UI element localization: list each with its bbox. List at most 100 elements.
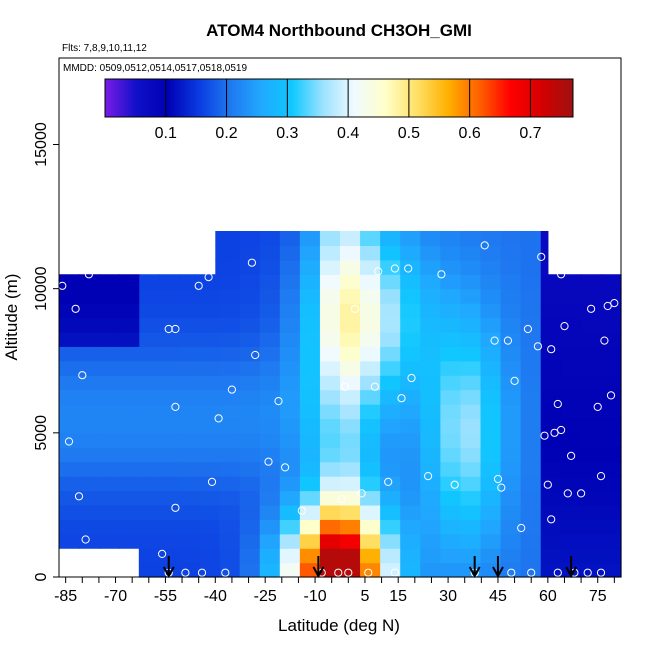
flight-track-point (344, 568, 353, 577)
heatmap-cell (400, 504, 421, 520)
heatmap-cell (299, 447, 321, 463)
heatmap-cell (500, 274, 522, 290)
heatmap-cell (219, 245, 241, 261)
heatmap-cell (219, 274, 241, 290)
heatmap-cell (239, 447, 261, 463)
heatmap-cell (600, 346, 622, 362)
heatmap-cell (360, 389, 381, 405)
heatmap-cell (319, 245, 341, 261)
heatmap-cell (480, 418, 502, 434)
heatmap-cell (239, 375, 261, 391)
heatmap-cell (460, 274, 482, 290)
flight-track-point (207, 477, 217, 486)
heatmap-cell (159, 404, 181, 420)
heatmap-cell (319, 274, 341, 290)
heatmap-cell (440, 259, 462, 275)
heatmap-cell (199, 432, 221, 448)
heatmap-cell (279, 461, 301, 477)
heatmap-cell (199, 288, 221, 304)
heatmap-cell (340, 447, 361, 463)
heatmap-cell (420, 504, 441, 520)
heatmap-cell (239, 360, 261, 376)
flight-track-point (560, 322, 569, 331)
heatmap-cell (600, 461, 622, 477)
heatmap-cell (580, 432, 602, 448)
heatmap-cell (340, 519, 361, 535)
heatmap-cell (99, 288, 120, 304)
heatmap-cell (540, 331, 562, 347)
heatmap-cell (179, 533, 201, 549)
heatmap-cell (179, 274, 201, 290)
heatmap-cell (380, 303, 401, 319)
heatmap-cell (159, 461, 181, 477)
heatmap-cell (580, 331, 602, 347)
heatmap-cell (79, 461, 100, 477)
heatmap-cell (79, 533, 100, 549)
flight-track-point (74, 492, 84, 501)
heatmap-cell (440, 274, 462, 290)
heatmap-cell (179, 461, 201, 477)
flight-track-point (450, 480, 459, 489)
heatmap-cell (159, 548, 181, 564)
heatmap-cell (299, 317, 321, 333)
heatmap-cell (380, 346, 401, 362)
heatmap-cell (380, 375, 401, 391)
heatmap-cell (560, 447, 582, 463)
heatmap-cell (380, 504, 401, 520)
x-tick-label: 45 (489, 588, 507, 605)
heatmap-cell (159, 533, 181, 549)
plot-frame (58, 57, 622, 578)
heatmap-cell (520, 504, 542, 520)
colorbar-tick-label: 0.4 (337, 125, 359, 142)
heatmap-cell (219, 519, 241, 535)
flight-track-point (480, 241, 489, 250)
heatmap-cell (59, 288, 80, 304)
heatmap-cell (600, 476, 622, 492)
heatmap-cell (59, 461, 80, 477)
heatmap-cell (500, 375, 522, 391)
heatmap-cell (279, 288, 301, 304)
heatmap-cell (540, 346, 562, 362)
heatmap-cell (520, 490, 542, 506)
heatmap-cell (179, 432, 201, 448)
flight-track-point (547, 345, 556, 354)
heatmap-cell (580, 504, 602, 520)
heatmap-cell (500, 317, 522, 333)
heatmap-cell (319, 346, 341, 362)
heatmap-cell (440, 303, 462, 319)
heatmap-cell (460, 231, 482, 247)
heatmap-cell (319, 404, 341, 420)
flight-track-point (590, 261, 599, 270)
heatmap-cell (215, 245, 221, 261)
flight-track-point (543, 480, 552, 489)
heatmap-cell (59, 274, 80, 290)
heatmap-cell (420, 562, 441, 578)
flight-track-point (603, 301, 612, 311)
flight-track-point (567, 451, 576, 460)
heatmap-cell (400, 346, 421, 362)
heatmap-cell (319, 490, 341, 506)
heatmap-cell (340, 432, 361, 448)
heatmap-cell (460, 432, 482, 448)
heatmap-cell (259, 562, 281, 578)
heatmap-cell (159, 317, 181, 333)
heatmap-cell (440, 533, 462, 549)
heatmap-cell (219, 504, 241, 520)
heatmap-cell (159, 418, 181, 434)
flight-track-point (533, 342, 543, 351)
heatmap-cell (219, 375, 241, 391)
heatmap-cell (159, 519, 181, 535)
heatmap-cell (600, 389, 622, 405)
heatmap-cell (119, 360, 140, 376)
heatmap-cell (600, 504, 622, 520)
heatmap-cell (420, 476, 441, 492)
heatmap-cell (219, 404, 241, 420)
heatmap-cell (259, 504, 281, 520)
heatmap-cell (360, 317, 381, 333)
heatmap-cell (99, 447, 120, 463)
heatmap-cell (480, 490, 502, 506)
heatmap-cell (400, 476, 421, 492)
heatmap-cell (400, 231, 421, 247)
heatmap-cell (420, 375, 441, 391)
heatmap-cell (119, 303, 140, 319)
